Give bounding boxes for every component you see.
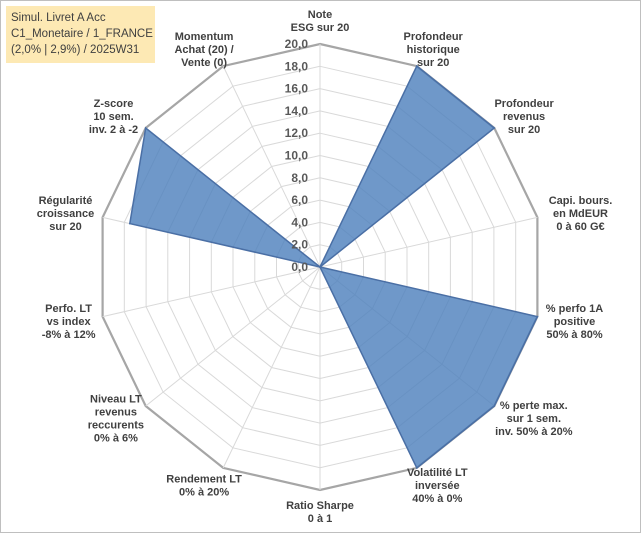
axis-label-line: 0 à 60 G€ [556, 221, 604, 233]
axis-label-line: sur 1 sem. [507, 413, 561, 425]
tick-label: 14,0 [285, 104, 309, 118]
axis-label-line: croissance [37, 208, 94, 220]
axis-label-line: Ratio Sharpe [286, 500, 354, 512]
data-point [144, 127, 147, 129]
tick-label: 18,0 [285, 59, 309, 73]
axis-label-line: Volatilité LT [407, 467, 468, 479]
axis-label-line: Régularité [39, 195, 93, 207]
data-point [536, 315, 539, 318]
axis-label-line: inversée [415, 480, 460, 492]
radial-tick-labels: 0,0 2,0 4,0 6,0 8,0 10,0 12,0 14,0 16,0 18,0 20,0 [285, 37, 309, 274]
tick-label: 4,0 [291, 215, 308, 229]
axis-label-line: 0% à 6% [94, 432, 138, 444]
axis-label-line: en MdEUR [553, 208, 608, 220]
axis-label-line: inv. 2 à -2 [89, 124, 138, 136]
spoke-line [319, 216, 538, 268]
axis-label-line: Vente (0) [181, 57, 227, 69]
axis-label-line: sur 20 [417, 57, 449, 69]
tick-label: 0,0 [291, 260, 308, 274]
tick-label: 6,0 [291, 193, 308, 207]
axis-label-line: 50% à 80% [546, 329, 602, 341]
title-line-2: C1_Monetaire / 1_FRANCE [11, 28, 153, 40]
axis-label-line: sur 20 [49, 221, 81, 233]
chart-title-box: Simul. Livret A Acc C1_Monetaire / 1_FRA… [6, 6, 155, 63]
data-point [493, 127, 496, 129]
data-point [416, 65, 418, 67]
spoke-line [145, 266, 321, 407]
axis-label-line: vs index [47, 316, 92, 328]
axis-label-line: Profondeur [494, 98, 554, 110]
radar-series-layer [128, 64, 539, 470]
axis-label-line: Achat (20) / [174, 44, 233, 56]
tick-label: 10,0 [285, 149, 309, 163]
axis-label-line: revenus [95, 406, 137, 418]
axis-label: Rendement LT0% à 20% [166, 474, 242, 499]
title-line-3: (2,0% | 2,9%) / 2025W31 [11, 44, 140, 56]
axis-label-line: Rendement LT [166, 474, 242, 486]
axis-label-line: Profondeur [404, 31, 464, 43]
spoke-line [222, 266, 321, 469]
tick-label: 16,0 [285, 82, 309, 96]
axis-label-line: Z-score [94, 98, 134, 110]
axis-label-line: % perte max. [500, 400, 568, 412]
axis-label-line: -8% à 12% [42, 329, 96, 341]
axis-label-line: 0% à 20% [179, 487, 229, 499]
axis-label-line: Perfo. LT [45, 303, 92, 315]
axis-label-line: 0 à 1 [308, 513, 332, 525]
axis-label-line: ESG sur 20 [291, 22, 350, 34]
data-point [416, 467, 418, 469]
series-area [128, 64, 539, 470]
tick-label: 8,0 [291, 171, 308, 185]
axis-label-line: 40% à 0% [412, 493, 462, 505]
tick-label: 2,0 [291, 238, 308, 252]
tick-label: 20,0 [285, 37, 309, 51]
spoke-line [102, 266, 321, 318]
axis-label-line: Capi. bours. [549, 195, 613, 207]
axis-label-line: Note [308, 9, 332, 21]
title-line-1: Simul. Livret A Acc [11, 12, 106, 24]
data-point [129, 222, 131, 225]
tick-label: 12,0 [285, 126, 309, 140]
axis-label-line: inv. 50% à 20% [495, 426, 573, 438]
axis-label-line: revenus [503, 111, 545, 123]
axis-label-line: % perfo 1A [546, 303, 604, 315]
axis-label-line: Niveau LT [90, 393, 142, 405]
axis-label: % perte max.sur 1 sem.inv. 50% à 20% [495, 400, 573, 438]
axis-label-line: reccurents [88, 419, 144, 431]
axis-label-line: Momentum [175, 31, 234, 43]
data-point [493, 405, 496, 407]
axis-label-line: historique [407, 44, 460, 56]
axis-label-line: positive [554, 316, 596, 328]
spoke-line [222, 65, 321, 268]
axis-label-line: 10 sem. [93, 111, 133, 123]
axis-label-line: sur 20 [508, 124, 540, 136]
data-point [319, 266, 321, 268]
